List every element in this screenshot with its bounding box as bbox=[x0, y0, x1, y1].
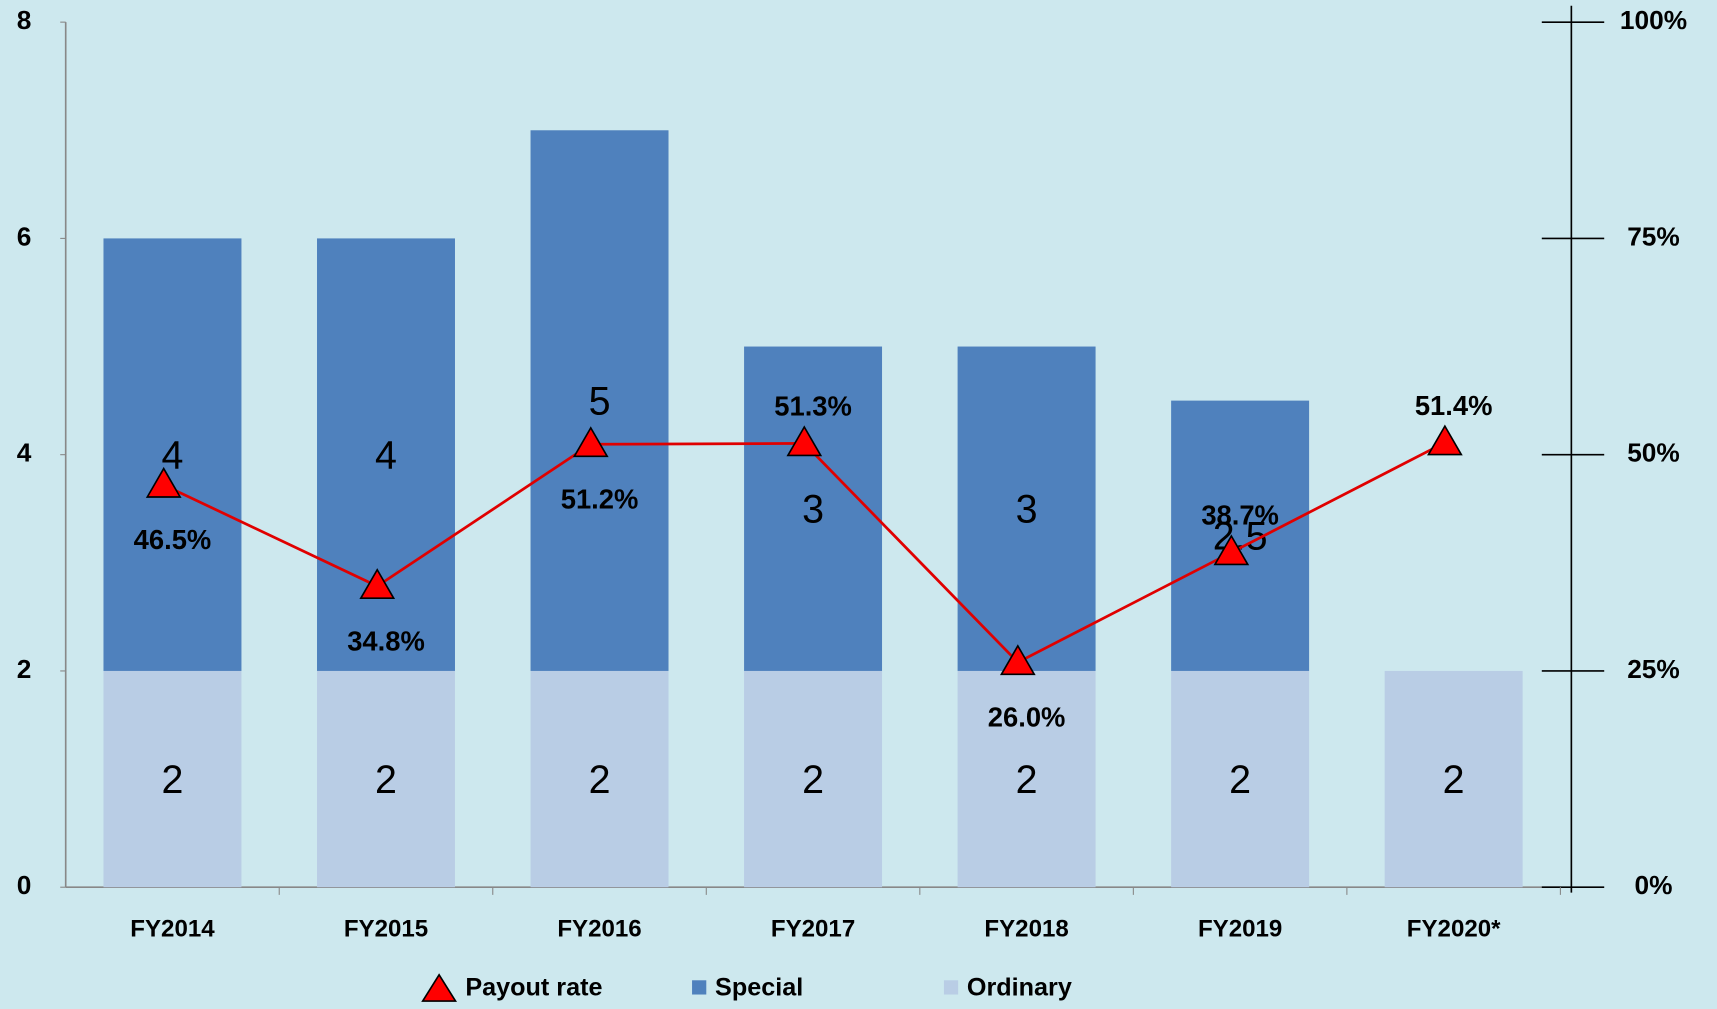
y2-tick-label: 100% bbox=[1620, 5, 1687, 35]
legend-swatch bbox=[692, 980, 706, 994]
y2-tick-label: 50% bbox=[1627, 438, 1680, 468]
segment-label: 2 bbox=[1229, 758, 1251, 802]
legend-label: Payout rate bbox=[465, 974, 602, 1002]
x-tick-label: FY2020* bbox=[1407, 915, 1501, 942]
segment-label: 2 bbox=[375, 758, 397, 802]
segment-label: 4 bbox=[375, 433, 397, 477]
y2-tick-label: 25% bbox=[1627, 654, 1680, 684]
legend-label: Ordinary bbox=[967, 974, 1072, 1002]
segment-label: 2 bbox=[1016, 758, 1038, 802]
segment-label: 2 bbox=[589, 758, 611, 802]
y-tick-label: 4 bbox=[17, 438, 32, 468]
y2-tick-label: 0% bbox=[1635, 870, 1673, 900]
x-tick-label: FY2017 bbox=[771, 915, 855, 942]
segment-label: 5 bbox=[589, 379, 611, 423]
payout-label: 34.8% bbox=[347, 625, 425, 656]
segment-label: 3 bbox=[802, 487, 824, 531]
y-tick-label: 6 bbox=[17, 221, 32, 251]
payout-label: 51.4% bbox=[1415, 390, 1493, 421]
x-tick-label: FY2014 bbox=[130, 915, 215, 942]
legend-swatch bbox=[944, 980, 958, 994]
payout-label: 51.3% bbox=[774, 391, 852, 422]
payout-label: 46.5% bbox=[134, 524, 212, 555]
y-tick-label: 0 bbox=[17, 870, 32, 900]
x-tick-label: FY2016 bbox=[557, 915, 641, 942]
x-tick-label: FY2018 bbox=[984, 915, 1068, 942]
segment-label: 2 bbox=[162, 758, 184, 802]
segment-label: 2 bbox=[802, 758, 824, 802]
payout-label: 38.7% bbox=[1201, 500, 1279, 531]
x-tick-label: FY2019 bbox=[1198, 915, 1282, 942]
page: {"chart_data": {"type": "bar", "stacked"… bbox=[0, 0, 1717, 1009]
y2-tick-label: 75% bbox=[1627, 221, 1680, 251]
y-tick-label: 8 bbox=[17, 5, 32, 35]
segment-label: 3 bbox=[1016, 487, 1038, 531]
legend-label: Special bbox=[715, 974, 803, 1002]
segment-label: 2 bbox=[1443, 758, 1465, 802]
y-tick-label: 2 bbox=[17, 654, 32, 684]
chart: 0 2 4 6 8 0% 25% 50% 75% 100% FY2014 FY2015 FY2016 FY… bbox=[0, 0, 1717, 1009]
payout-label: 26.0% bbox=[988, 701, 1066, 732]
payout-label: 51.2% bbox=[561, 483, 639, 514]
x-tick-label: FY2015 bbox=[344, 915, 428, 942]
